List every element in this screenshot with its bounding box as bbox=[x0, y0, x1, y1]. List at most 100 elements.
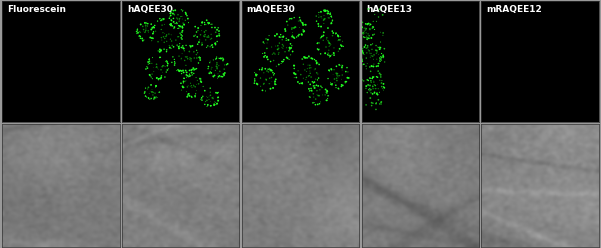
Point bbox=[170, 61, 180, 65]
Point bbox=[263, 67, 273, 71]
Point bbox=[368, 25, 377, 29]
Point bbox=[160, 31, 169, 35]
Point bbox=[157, 23, 167, 27]
Point bbox=[261, 37, 271, 41]
Point bbox=[358, 31, 368, 34]
Point bbox=[343, 76, 352, 80]
Point bbox=[150, 96, 159, 100]
Point bbox=[290, 71, 299, 75]
Point bbox=[132, 30, 142, 34]
Point bbox=[153, 67, 163, 71]
Point bbox=[297, 20, 307, 24]
Point bbox=[162, 60, 172, 64]
Point bbox=[192, 53, 201, 57]
Point bbox=[329, 53, 339, 57]
Point bbox=[141, 23, 150, 27]
Point bbox=[282, 20, 291, 24]
Point bbox=[145, 35, 155, 39]
Point bbox=[308, 81, 318, 85]
Point bbox=[286, 46, 296, 50]
Point bbox=[320, 93, 330, 97]
Point bbox=[296, 19, 305, 23]
Point bbox=[264, 82, 274, 86]
Point bbox=[204, 21, 214, 25]
Point bbox=[188, 67, 197, 71]
Point bbox=[312, 89, 322, 93]
Point bbox=[213, 26, 223, 30]
Point bbox=[209, 102, 219, 106]
Point bbox=[258, 40, 268, 44]
Point bbox=[180, 76, 189, 80]
Point bbox=[174, 45, 183, 49]
Point bbox=[362, 34, 371, 38]
Point bbox=[267, 52, 277, 56]
Point bbox=[265, 76, 275, 80]
Point bbox=[363, 83, 373, 87]
Point bbox=[166, 22, 176, 26]
Point bbox=[162, 39, 171, 43]
Point bbox=[176, 81, 186, 85]
Point bbox=[279, 44, 288, 48]
Point bbox=[285, 17, 295, 21]
Point bbox=[210, 72, 219, 76]
Point bbox=[310, 68, 319, 72]
Point bbox=[132, 31, 142, 35]
Point bbox=[368, 83, 377, 87]
Point bbox=[319, 18, 328, 22]
Point bbox=[195, 58, 205, 62]
Point bbox=[362, 78, 372, 82]
Point bbox=[374, 90, 384, 94]
Point bbox=[373, 75, 382, 79]
Point bbox=[276, 33, 285, 37]
Point bbox=[311, 67, 320, 71]
Point bbox=[356, 62, 366, 65]
Point bbox=[375, 71, 385, 75]
Point bbox=[368, 25, 378, 29]
Point bbox=[321, 88, 331, 92]
Point bbox=[186, 85, 195, 89]
Point bbox=[197, 21, 207, 25]
Point bbox=[207, 44, 216, 48]
Point bbox=[270, 80, 279, 84]
Point bbox=[135, 35, 145, 39]
Point bbox=[135, 34, 144, 38]
Point bbox=[158, 31, 168, 35]
Point bbox=[186, 59, 196, 63]
Point bbox=[285, 47, 295, 51]
Point bbox=[328, 52, 337, 56]
Point bbox=[212, 64, 221, 68]
Point bbox=[219, 57, 228, 61]
Point bbox=[288, 35, 298, 39]
Point bbox=[302, 75, 311, 79]
Point bbox=[266, 87, 275, 91]
Point bbox=[367, 47, 377, 51]
Point bbox=[142, 66, 152, 70]
Point bbox=[212, 102, 222, 106]
Point bbox=[147, 88, 157, 92]
Point bbox=[281, 38, 291, 42]
Point bbox=[251, 72, 261, 76]
Point bbox=[374, 10, 383, 14]
Point bbox=[371, 44, 381, 48]
Point bbox=[192, 30, 201, 34]
Point bbox=[145, 97, 154, 101]
Point bbox=[160, 75, 169, 79]
Point bbox=[157, 18, 166, 22]
Point bbox=[184, 75, 194, 79]
Point bbox=[153, 19, 162, 23]
Point bbox=[358, 52, 368, 56]
Point bbox=[290, 26, 299, 30]
Point bbox=[314, 10, 324, 14]
Point bbox=[144, 60, 153, 64]
Point bbox=[204, 97, 214, 101]
Point bbox=[152, 76, 162, 80]
Point bbox=[206, 59, 215, 63]
Point bbox=[201, 95, 211, 99]
Point bbox=[273, 47, 282, 51]
Point bbox=[157, 17, 167, 21]
Point bbox=[378, 54, 388, 58]
Point bbox=[305, 63, 315, 67]
Point bbox=[178, 68, 188, 72]
Point bbox=[311, 103, 320, 107]
Point bbox=[356, 30, 365, 34]
